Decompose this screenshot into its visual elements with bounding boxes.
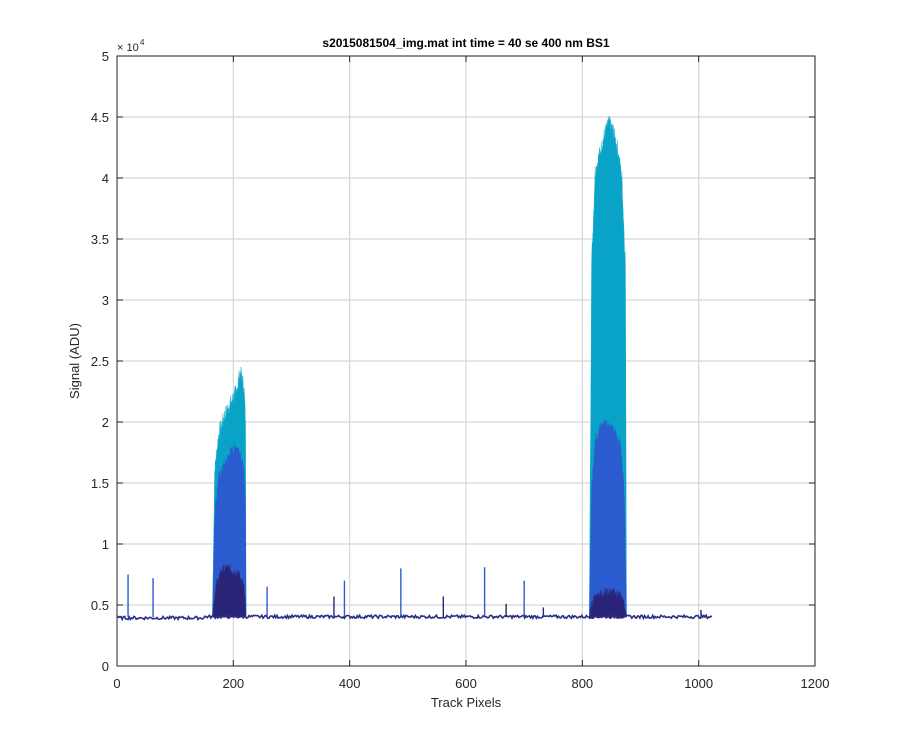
signal-band-dark-2: [589, 587, 627, 618]
y-tick-label: 0.5: [91, 598, 109, 613]
x-axis-label: Track Pixels: [431, 695, 502, 710]
y-tick-label: 2.5: [91, 354, 109, 369]
y-tick-label: 3.5: [91, 232, 109, 247]
y-tick-label: 3: [102, 293, 109, 308]
y-exponent-label: × 10: [117, 42, 139, 54]
x-tick-label: 1000: [684, 676, 713, 691]
y-tick-label: 5: [102, 49, 109, 64]
y-tick-label: 2: [102, 415, 109, 430]
y-tick-label: 4: [102, 171, 109, 186]
chart-title: s2015081504_img.mat int time = 40 se 400…: [322, 36, 609, 50]
baseline-trace: [116, 613, 713, 622]
x-tick-label: 0: [113, 676, 120, 691]
y-tick-label: 1.5: [91, 476, 109, 491]
signal-band-medium-2: [589, 419, 627, 618]
y-tick-label: 4.5: [91, 110, 109, 125]
y-tick-label: 1: [102, 537, 109, 552]
x-tick-label: 1200: [801, 676, 830, 691]
y-tick-label: 0: [102, 659, 109, 674]
x-tick-label: 400: [339, 676, 361, 691]
plot-area: [116, 115, 713, 622]
tick-labels: 0 200 400 600 800 1000 1200 0 0.5 1 1.5 2 2.5 3 3.5 4 4.…: [91, 49, 830, 691]
y-exponent-power: 4: [140, 38, 145, 47]
x-tick-label: 600: [455, 676, 477, 691]
signal-band-dark-1: [212, 564, 247, 618]
y-axis-label: Signal (ADU): [67, 323, 82, 399]
x-tick-label: 200: [222, 676, 244, 691]
x-tick-label: 800: [571, 676, 593, 691]
axes: [116, 55, 816, 667]
